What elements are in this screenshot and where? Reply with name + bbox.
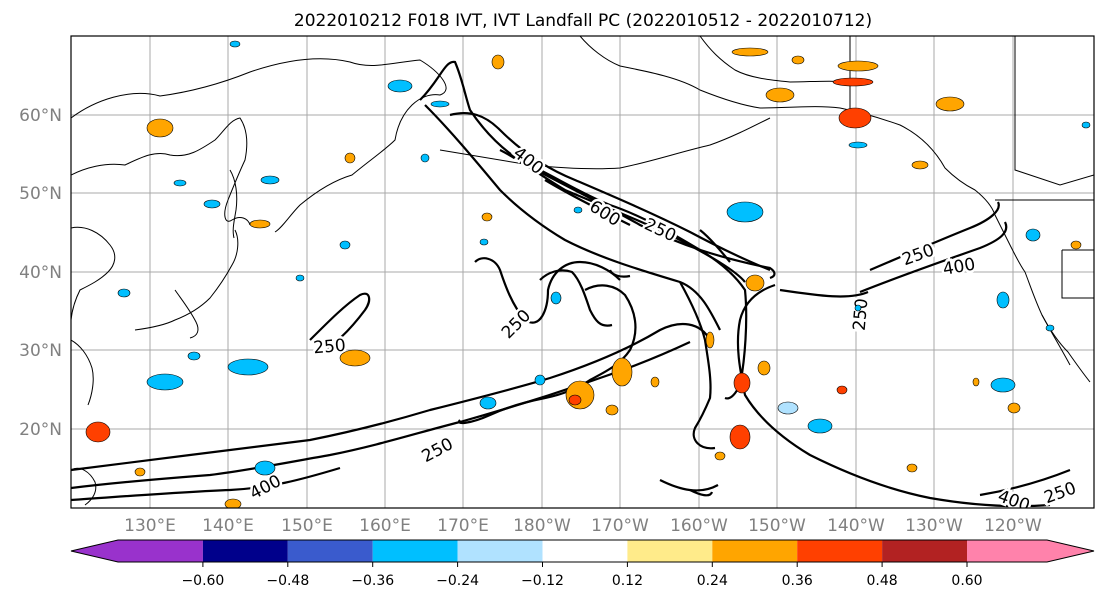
colorbar-tick-label: 0.60	[951, 573, 982, 589]
colorbar-tick-label: 0.24	[697, 573, 728, 589]
colorbar-segment	[202, 540, 288, 562]
colorbar-extend-min	[71, 540, 118, 562]
colorbar-segment	[542, 540, 628, 562]
colorbar-tick-label: −0.48	[266, 573, 309, 589]
lon-label: 130°E	[124, 516, 176, 536]
lat-label: 40°N	[19, 263, 62, 283]
colorbar-outline	[70, 539, 1095, 563]
coastlines	[71, 36, 1094, 506]
colorbar-tick-label: −0.60	[181, 573, 224, 589]
colorbar-segment	[627, 540, 713, 562]
colorbar-extend-max	[1047, 540, 1094, 562]
colorbar-tick-label: 0.36	[782, 573, 813, 589]
colorbar-segment	[882, 540, 967, 562]
lon-label: 140°E	[202, 516, 254, 536]
colorbar-tick-label: −0.36	[351, 573, 394, 589]
colorbar-segment	[372, 540, 458, 562]
colorbar-tick-label: −0.12	[521, 573, 564, 589]
colorbar-tick-label: 0.12	[612, 573, 643, 589]
lon-label: 130°W	[905, 516, 963, 536]
colorbar: −0.60 −0.48 −0.36 −0.24 −0.12 0.12 0.24 …	[70, 539, 1095, 589]
lon-label: 170°W	[591, 516, 649, 536]
lat-label: 50°N	[19, 184, 62, 204]
lon-label: 160°E	[359, 516, 411, 536]
map-panel: 400 600 250 250 400 250 250 250 250 400 …	[71, 36, 1094, 508]
longitude-labels: 130°E 140°E 150°E 160°E 170°E 180°W 170°…	[124, 516, 1042, 536]
map-frame	[70, 35, 1095, 509]
colorbar-segment	[967, 540, 1047, 562]
lon-label: 160°W	[670, 516, 728, 536]
lat-label: 20°N	[19, 420, 62, 440]
colorbar-segment	[457, 540, 543, 562]
colorbar-segment	[712, 540, 798, 562]
pc-shading	[85, 40, 1091, 508]
lon-label: 170°E	[437, 516, 489, 536]
lon-label: 180°W	[513, 516, 571, 536]
ivt-contours	[71, 60, 1071, 508]
colorbar-tick-labels: −0.60 −0.48 −0.36 −0.24 −0.12 0.12 0.24 …	[181, 573, 982, 589]
colorbar-ticks	[202, 562, 968, 567]
colorbar-segment	[287, 540, 373, 562]
figure-title: 2022010212 F018 IVT, IVT Landfall PC (20…	[294, 11, 872, 31]
contour-label: 250	[850, 298, 873, 332]
lon-label: 140°W	[827, 516, 885, 536]
lat-label: 60°N	[19, 106, 62, 126]
colorbar-segment	[118, 540, 203, 562]
lon-label: 150°E	[281, 516, 333, 536]
latitude-labels: 60°N 50°N 40°N 30°N 20°N	[19, 106, 62, 440]
lon-label: 150°W	[748, 516, 806, 536]
colorbar-tick-label: −0.24	[436, 573, 479, 589]
lat-label: 30°N	[19, 341, 62, 361]
colorbar-tick-label: 0.48	[867, 573, 898, 589]
lon-label: 120°W	[984, 516, 1042, 536]
colorbar-segment	[797, 540, 883, 562]
